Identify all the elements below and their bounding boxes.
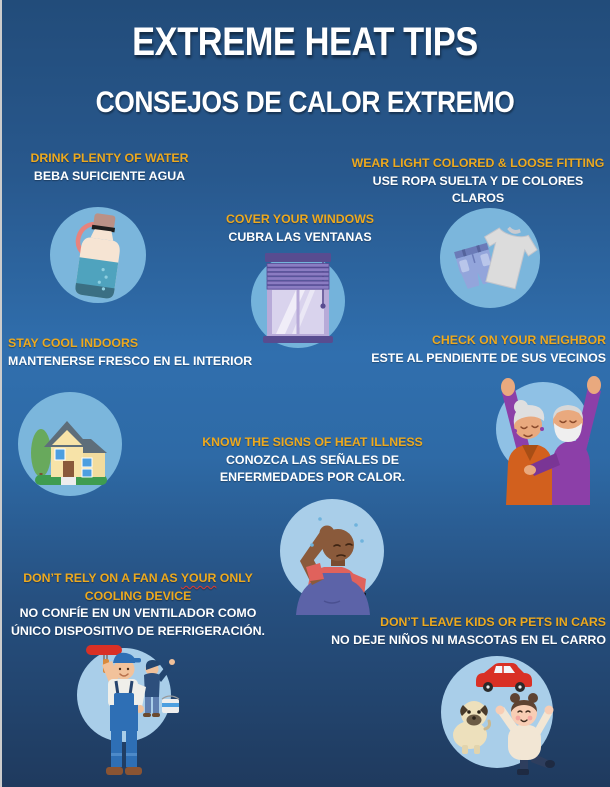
painters-icon [77, 645, 180, 775]
tip-check-neighbor-spanish: ESTE AL PENDIENTE DE SUS VECINOS [371, 350, 606, 365]
tip-stay-cool-spanish: MANTENERSE FRESCO EN EL INTERIOR [8, 353, 253, 368]
man-wiping-sweat-icon [280, 499, 384, 615]
house-illustration [15, 389, 125, 499]
tip-wear-light-spanish: USE ROPA SUELTA Y DE COLORES CLAROS [372, 173, 584, 206]
water-bottle-icon [50, 207, 146, 303]
tip-drink-water-spanish: BEBA SUFICIENTE AGUA [33, 168, 186, 183]
tip-heat-illness-heading: KNOW THE SIGNS OF HEAT ILLNESS [202, 435, 423, 449]
tip-fan-only-heading-line2: COOLING DEVICE [84, 588, 192, 603]
child-icon [495, 693, 555, 775]
tip-fan-only-spanish-line1: NO CONFÍE EN UN VENTILADOR COMO [19, 606, 257, 621]
tip-cover-windows-heading: COVER YOUR WINDOWS [225, 212, 375, 226]
tip-kids-pets-cars: DON’T LEAVE KIDS OR PETS IN CARS NO DEJE… [300, 614, 606, 649]
shirt-shorts-icon [440, 208, 540, 308]
poster-title: EXTREME HEAT TIPS [132, 20, 478, 64]
tip-heat-illness-spanish-line2: ENFERMEDADES POR CALOR. [219, 470, 406, 485]
tip-fan-only: DON’T RELY ON A FAN AS YOUR ONLY COOLING… [8, 570, 268, 640]
elderly-couple-icon [496, 376, 601, 505]
tip-cover-windows: COVER YOUR WINDOWS CUBRA LAS VENTANAS [215, 211, 385, 246]
tip-fan-only-heading-line1: DON’T RELY ON A FAN AS YOUR ONLY [8, 570, 268, 588]
background-painter [143, 659, 175, 717]
tip-fan-only-spanish-line2: ÚNICO DISPOSITIVO DE REFRIGERACIÓN. [10, 623, 266, 638]
car-icon [476, 663, 532, 692]
clothes-illustration [437, 205, 543, 311]
tip-check-neighbor: CHECK ON YOUR NEIGHBOR ESTE AL PENDIENTE… [300, 332, 606, 367]
page-left-edge [0, 0, 2, 787]
elderly-couple-illustration [464, 369, 610, 505]
window-blinds-icon [251, 253, 345, 348]
sweating-man-illustration [276, 489, 388, 615]
child-dog-car-icon [441, 656, 555, 775]
painters-illustration [58, 637, 190, 785]
water-bottle-illustration [48, 203, 148, 303]
tip-heat-illness: KNOW THE SIGNS OF HEAT ILLNESS CONOZCA L… [175, 434, 450, 487]
tip-wear-light-clothing: WEAR LIGHT COLORED & LOOSE FITTING USE R… [348, 155, 608, 208]
tip-wear-light-heading: WEAR LIGHT COLORED & LOOSE FITTING [351, 156, 605, 170]
tip-cover-windows-spanish: CUBRA LAS VENTANAS [228, 229, 372, 244]
tip-drink-water-heading: DRINK PLENTY OF WATER [30, 151, 189, 165]
tip-heat-illness-spanish-line1: CONOZCA LAS SEÑALES DE [225, 452, 400, 467]
fan-heading-spellcheck-word: YOUR [180, 571, 217, 585]
tip-kids-pets-spanish: NO DEJE NIÑOS NI MASCOTAS EN EL CARRO [331, 632, 606, 647]
tip-stay-cool-heading: STAY COOL INDOORS [8, 336, 139, 350]
fan-heading-part1: DON’T RELY ON A FAN AS [23, 571, 181, 585]
poster-subtitle: CONSEJOS DE CALOR EXTREMO [95, 86, 515, 119]
pug-dog-icon [453, 701, 491, 754]
tip-stay-cool-indoors: STAY COOL INDOORS MANTENERSE FRESCO EN E… [8, 335, 308, 370]
house-icon [18, 392, 122, 496]
tip-check-neighbor-heading: CHECK ON YOUR NEIGHBOR [432, 333, 606, 347]
tip-kids-pets-heading: DON’T LEAVE KIDS OR PETS IN CARS [380, 615, 606, 629]
tip-drink-water: DRINK PLENTY OF WATER BEBA SUFICIENTE AG… [12, 150, 207, 185]
child-dog-car-illustration [436, 651, 562, 777]
window-blinds-illustration [242, 244, 354, 350]
fan-heading-part2: ONLY [216, 571, 253, 585]
